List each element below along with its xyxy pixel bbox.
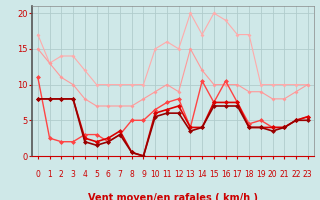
X-axis label: Vent moyen/en rafales ( km/h ): Vent moyen/en rafales ( km/h )	[88, 193, 258, 200]
